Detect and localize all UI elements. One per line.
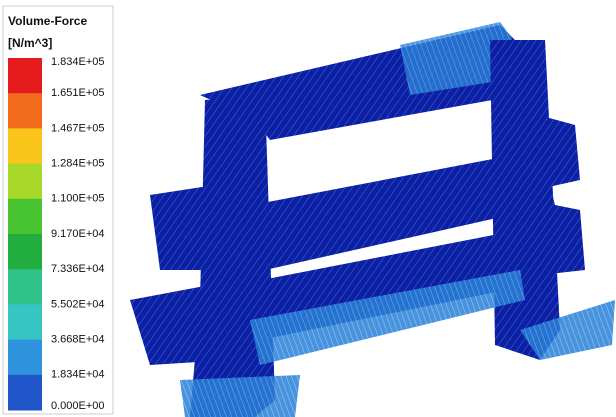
legend-label: 1.834E+05 bbox=[51, 56, 105, 68]
color-swatch bbox=[8, 375, 42, 411]
legend-label: 0.000E+00 bbox=[51, 400, 105, 412]
legend-label: 1.467E+05 bbox=[51, 122, 105, 134]
legend-label: 1.100E+05 bbox=[51, 193, 105, 205]
color-swatch bbox=[8, 269, 42, 305]
color-swatch bbox=[8, 304, 42, 340]
legend-title: Volume-Force bbox=[8, 14, 87, 28]
color-swatch bbox=[8, 128, 42, 164]
screenshot: Volume-Force [N/m^3] 1.834E+05 1.651E+05 1… bbox=[0, 0, 616, 417]
vector-field bbox=[130, 22, 615, 417]
legend-unit: [N/m^3] bbox=[8, 36, 52, 50]
color-swatch bbox=[8, 340, 42, 376]
legend-label: 9.170E+04 bbox=[51, 228, 105, 240]
legend-label: 5.502E+04 bbox=[51, 298, 105, 310]
legend-label: 1.651E+05 bbox=[51, 87, 105, 99]
color-swatch bbox=[8, 234, 42, 270]
color-swatch bbox=[8, 164, 42, 200]
color-swatch bbox=[8, 93, 42, 129]
color-swatch bbox=[8, 199, 42, 235]
legend-label: 3.668E+04 bbox=[51, 334, 105, 346]
color-swatch bbox=[8, 58, 42, 94]
legend-label: 1.834E+04 bbox=[51, 369, 105, 381]
legend-label: 1.284E+05 bbox=[51, 158, 105, 170]
legend-label: 7.336E+04 bbox=[51, 263, 105, 275]
